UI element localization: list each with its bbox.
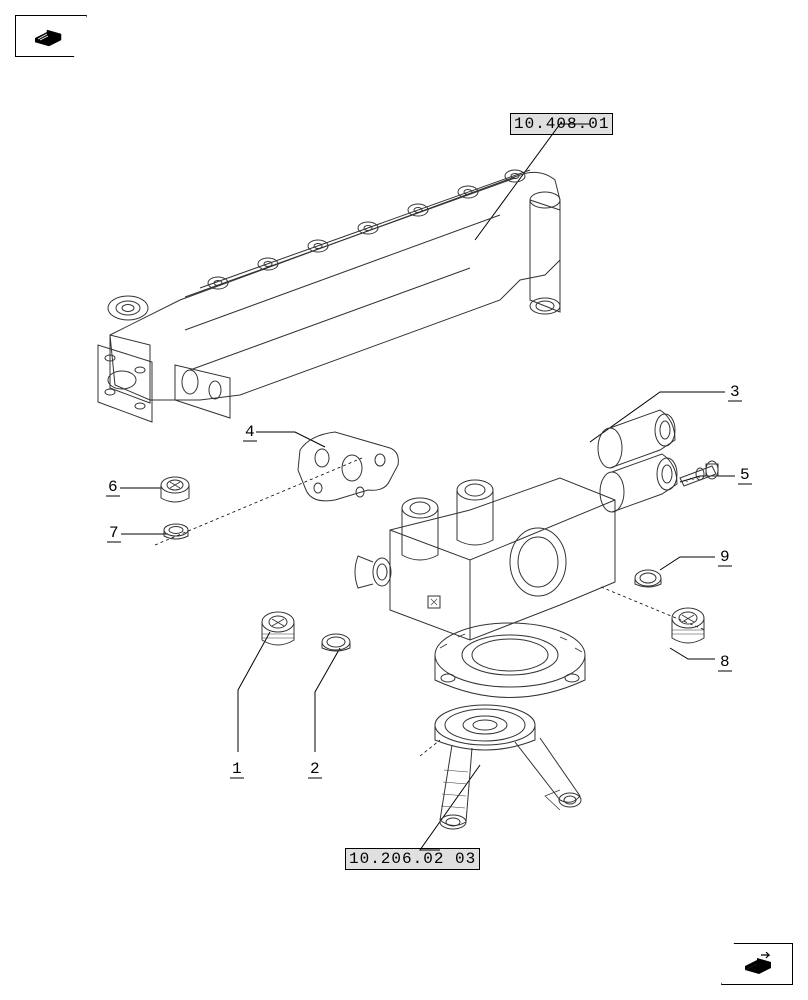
plug-6 (161, 477, 189, 502)
callout-4: 4 (245, 423, 255, 441)
page-icon-bottom-right (721, 943, 793, 985)
callout-3: 3 (730, 383, 740, 401)
callout-5: 5 (740, 466, 750, 484)
gasket-4 (298, 432, 398, 501)
ref-label-bottom: 10.206.02 03 (345, 848, 480, 870)
page-icon-top-left (15, 15, 87, 57)
callout-6: 6 (108, 478, 118, 496)
book-open-icon (33, 24, 69, 48)
ref-label-top: 10.408.01 (510, 113, 613, 135)
plug-1 (262, 612, 294, 645)
callout-2: 2 (310, 760, 320, 778)
callout-1: 1 (232, 760, 242, 778)
lower-valve-assy (435, 705, 581, 829)
callout-7: 7 (109, 524, 119, 542)
callout-9: 9 (720, 548, 730, 566)
seal-7 (164, 524, 188, 539)
plug-8 (672, 608, 704, 643)
filter-head-3 (355, 410, 677, 698)
oring-9 (635, 570, 661, 587)
bolt-5 (680, 461, 718, 486)
book-next-icon (739, 952, 775, 976)
oring-2 (322, 634, 350, 651)
upper-manifold (98, 170, 560, 422)
callout-8: 8 (720, 653, 730, 671)
